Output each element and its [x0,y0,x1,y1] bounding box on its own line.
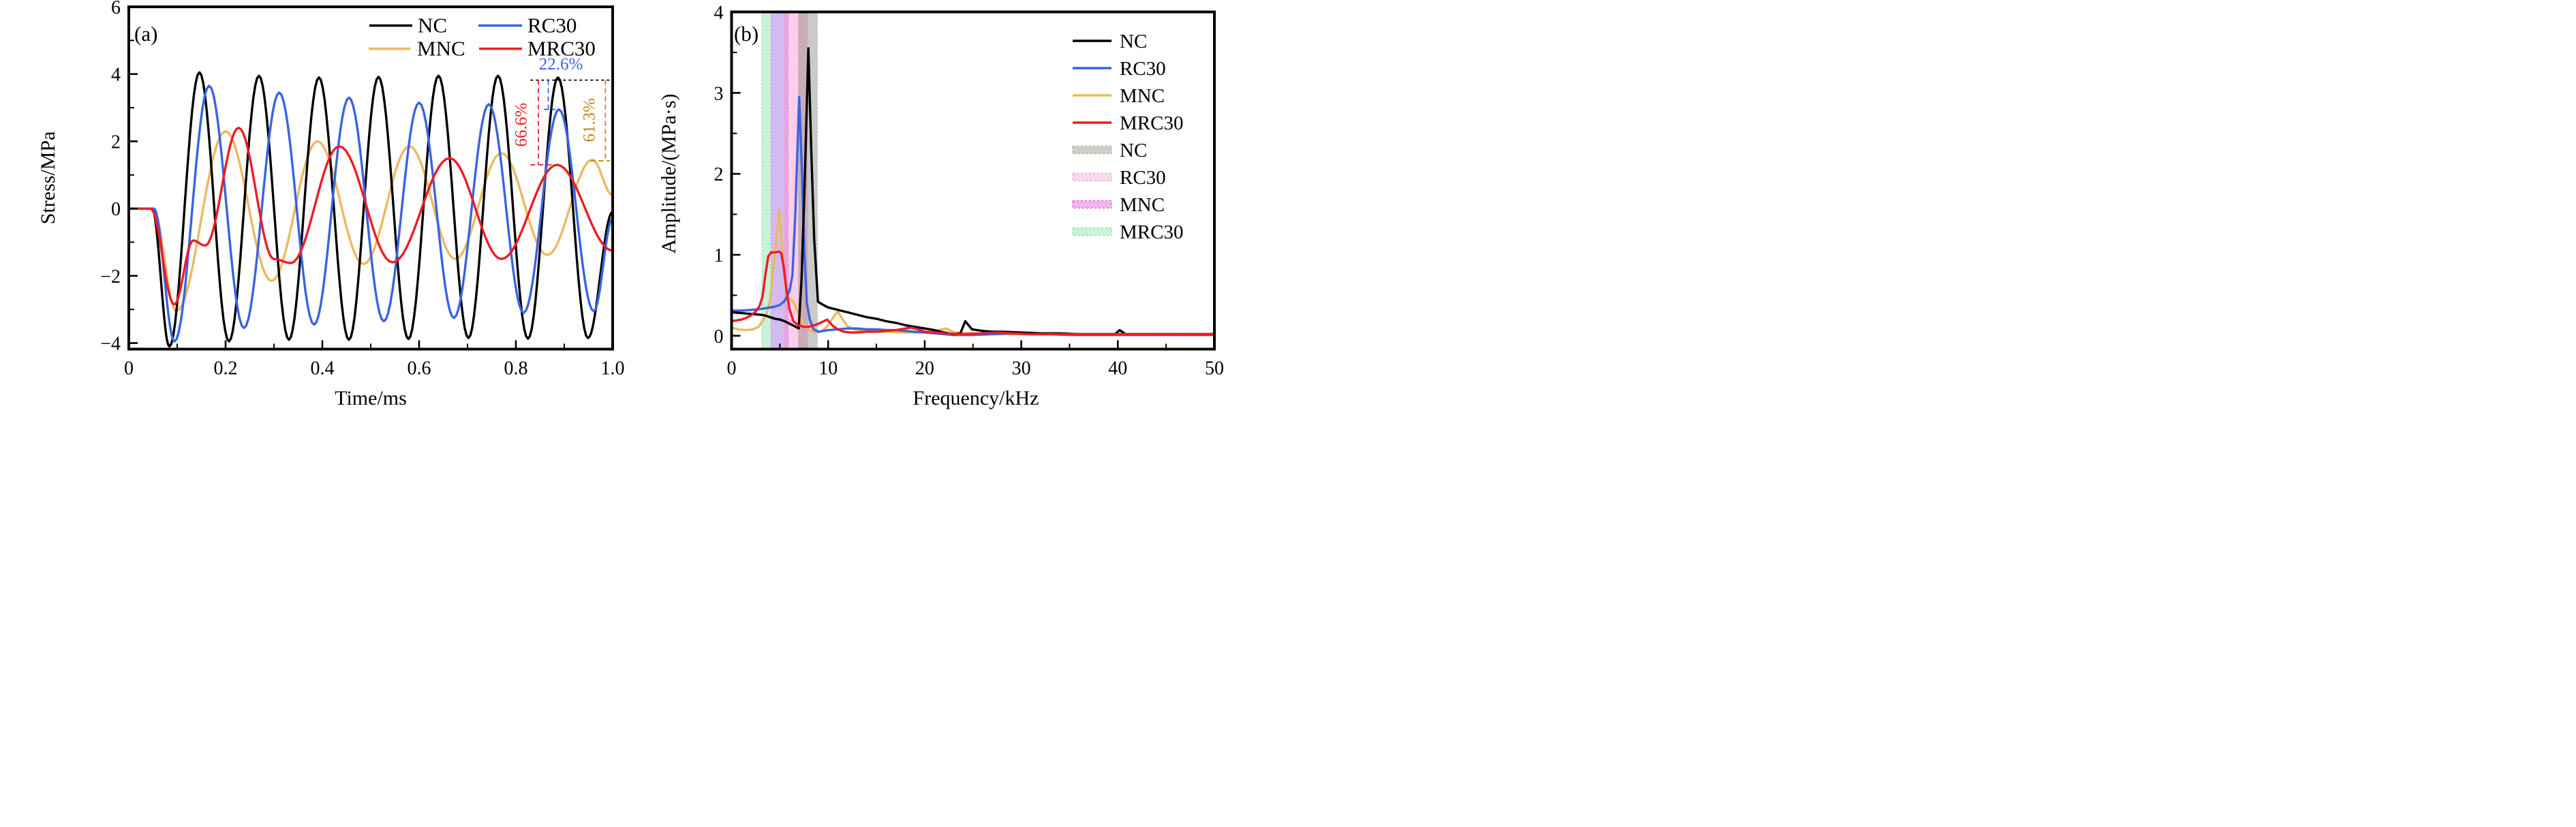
legend-label-nc: NC [418,14,447,37]
x-tick-label: 50 [1205,358,1224,379]
x-axis-label: Frequency/kHz [913,387,1039,409]
y-tick-label: 4 [714,3,724,24]
x-tick-label: 0.4 [311,358,335,379]
legend-label-rc30: RC30 [1120,167,1166,189]
y-tick-label: −2 [100,266,121,287]
amplitude-frequency-chart: 0 10 20 30 40 50 0 1 2 3 4 Frequency/kHz Amplitude/(… [658,3,1224,410]
legend-patch-mrc30 [1072,227,1112,236]
band-mnc [771,12,788,349]
y-axis-label: Amplitude/(MPa·s) [658,94,680,254]
series-nc-curve [127,71,614,348]
band-mrc30 [761,12,771,349]
legend-label-rc30: RC30 [527,14,577,37]
panel-tag: (b) [734,22,758,46]
stress-time-chart: 22.6% 66.6% 61.3% 0 0.2 0.4 0.6 0.8 1.0 −4 −2 0 2 4 6 T… [37,0,625,409]
y-tick-label: 0 [714,326,724,347]
panel-b: 0 10 20 30 40 50 0 1 2 3 4 Frequency/kHz Amplitude/(… [644,0,1288,414]
panel-tag: (a) [134,22,157,46]
x-tick-label: 0 [727,358,737,379]
percent-reduction-label: 22.6% [539,55,583,74]
y-tick-label: 6 [111,0,121,18]
legend-label-mnc: MNC [1120,85,1165,107]
y-axis-label: Stress/MPa [37,131,59,225]
y-tick-label: 4 [111,65,121,86]
legend-patch-rc30 [1072,172,1112,182]
figure: 22.6% 66.6% 61.3% 0 0.2 0.4 0.6 0.8 1.0 −4 −2 0 2 4 6 T… [0,0,1288,414]
x-tick-label: 40 [1108,358,1127,379]
x-tick-label: 0 [124,358,134,379]
y-tick-label: −4 [100,334,121,355]
x-tick-label: 0.8 [504,358,528,379]
x-tick-label: 0.6 [408,358,431,379]
x-axis-label: Time/ms [335,387,407,409]
series-mrc30-curve [730,250,1216,336]
y-tick-label: 2 [111,131,121,153]
series-mrc30-curve [127,127,614,306]
legend-label-rc30: RC30 [1120,58,1166,80]
legend-patch-nc [1072,145,1112,155]
legend-label-mrc30: MRC30 [1120,112,1183,134]
x-tick-label: 1.0 [601,358,625,379]
x-tick-label: 20 [915,358,934,379]
legend-patch-mnc [1072,200,1112,209]
legend-label-nc: NC [1120,140,1147,161]
percent-reduction-label: 66.6% [512,103,531,147]
y-tick-label: 1 [714,245,724,266]
y-tick-label: 0 [111,199,121,220]
legend-label-mrc30: MRC30 [1120,221,1183,243]
x-tick-label: 30 [1012,358,1031,379]
x-tick-label: 10 [818,358,838,379]
x-tick-label: 0.2 [214,358,238,379]
panel-a: 22.6% 66.6% 61.3% 0 0.2 0.4 0.6 0.8 1.0 −4 −2 0 2 4 6 T… [0,0,644,414]
y-tick-label: 3 [714,83,724,104]
legend-label-mnc: MNC [417,37,465,61]
legend-label-mrc30: MRC30 [527,37,596,61]
y-tick-label: 2 [714,164,724,185]
percent-reduction-label: 61.3% [581,98,599,142]
legend-label-nc: NC [1120,31,1147,52]
legend-label-mnc: MNC [1120,194,1165,216]
